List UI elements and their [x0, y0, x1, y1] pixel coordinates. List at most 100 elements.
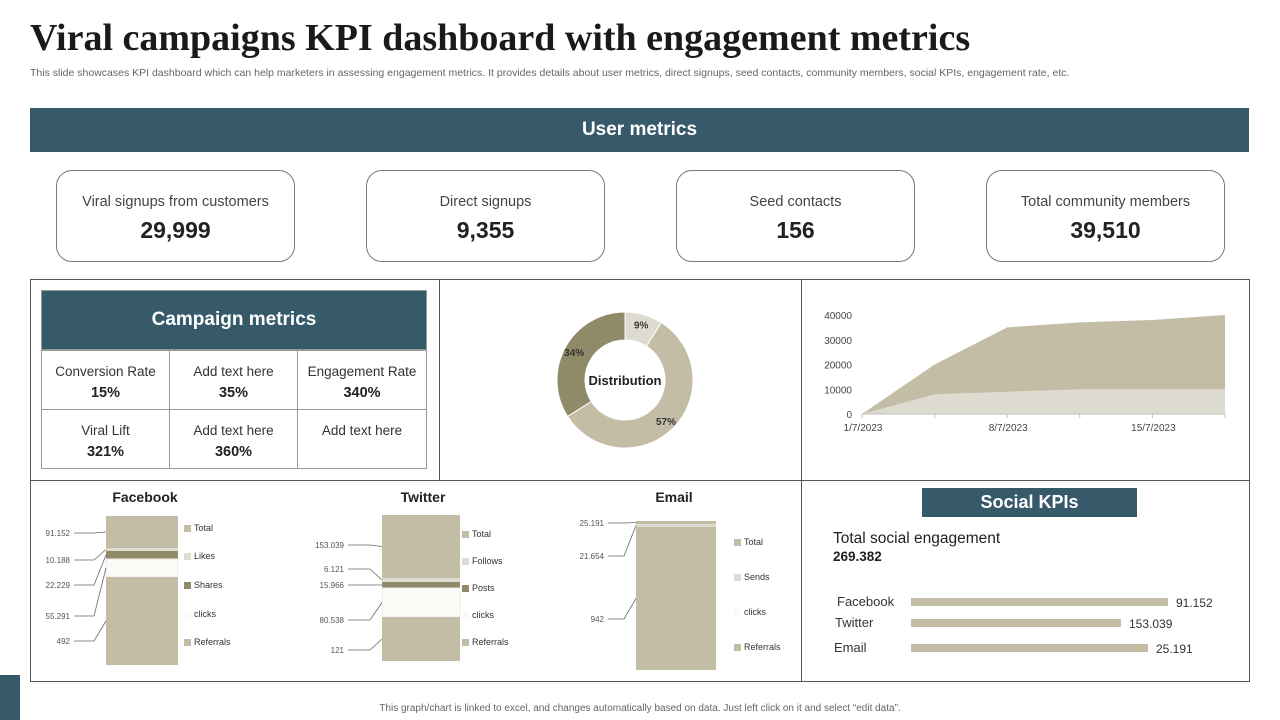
- callout-line: [74, 554, 107, 586]
- area-series-base: [862, 389, 1225, 414]
- donut-slice-label: 9%: [634, 320, 649, 331]
- metric-label: Add text here: [193, 364, 274, 379]
- legend-label: clicks: [472, 610, 494, 620]
- hbar-email: [911, 644, 1148, 652]
- donut-slice-label: 34%: [564, 348, 584, 359]
- kpi-card-viral-signups: Viral signups from customers 29,999: [56, 170, 295, 262]
- legend-label: Sends: [744, 572, 770, 582]
- legend-swatch: [734, 574, 741, 581]
- page-subtitle: This slide showcases KPI dashboard which…: [30, 67, 1070, 79]
- campaign-metric-cell: Conversion Rate 15%: [42, 351, 170, 410]
- metric-value: 35%: [218, 385, 249, 401]
- legend-swatch: [184, 611, 191, 618]
- callout-line: [74, 549, 107, 561]
- x-tick-label: 15/7/2023: [1131, 423, 1176, 434]
- distribution-donut-chart: 9% 57% 34% Distribution: [556, 311, 694, 449]
- segment-value-label: 80.538: [320, 616, 345, 625]
- legend-label: Total: [744, 537, 763, 547]
- kpi-value: 39,510: [1070, 217, 1141, 243]
- kpi-card-seed-contacts: Seed contacts 156: [676, 170, 915, 262]
- bar-segment-follows: [382, 578, 460, 582]
- bar-segment-clicks: [105, 558, 179, 578]
- bar-value-label: 25.191: [1156, 642, 1193, 656]
- page-title: Viral campaigns KPI dashboard with engag…: [30, 17, 971, 59]
- bar-segment-sends: [636, 524, 716, 527]
- kpi-label: Direct signups: [439, 194, 532, 210]
- bar-segment-referrals: [382, 617, 460, 661]
- bar-segment-referrals: [636, 527, 716, 670]
- twitter-stacked-bar-chart: Twitter 153.039 Total 6.121 Follows 15.966 Pos…: [315, 489, 509, 661]
- legend-label: Referrals: [472, 637, 509, 647]
- bar-segment-referrals: [106, 577, 178, 665]
- segment-value-label: 15.966: [320, 581, 345, 590]
- legend-label: Likes: [194, 551, 216, 561]
- donut-center-label: Distribution: [589, 373, 662, 388]
- kpi-value: 9,355: [456, 217, 515, 243]
- bar-segment-likes: [106, 548, 178, 551]
- legend-label: Posts: [472, 583, 495, 593]
- callout-line: [608, 598, 637, 620]
- kpi-value: 29,999: [140, 217, 211, 243]
- legend-swatch: [462, 612, 469, 619]
- callout-line: [348, 568, 383, 581]
- legend-label: clicks: [194, 609, 216, 619]
- bar-value-label: 153.039: [1129, 617, 1173, 631]
- segment-value-label: 10.188: [46, 556, 71, 565]
- segment-value-label: 942: [591, 615, 605, 624]
- segment-value-label: 55.291: [46, 612, 71, 621]
- bar-category-label: Twitter: [835, 615, 874, 630]
- hbar-facebook: [911, 598, 1168, 606]
- signup-area-chart: 40000 30000 20000 10000 0 1/7/2023 8/7/2023 15/…: [824, 311, 1226, 434]
- legend-swatch: [734, 539, 741, 546]
- donut-slice: [556, 311, 626, 418]
- legend-swatch: [462, 531, 469, 538]
- metric-label: Viral Lift: [81, 423, 130, 438]
- user-metrics-header: User metrics: [30, 108, 1249, 152]
- x-tick-label: 1/7/2023: [844, 423, 883, 434]
- segment-value-label: 25.191: [580, 519, 605, 528]
- donut-slice: [566, 321, 694, 449]
- hbar-twitter: [911, 619, 1121, 627]
- total-social-engagement-value: 269.382: [833, 549, 882, 564]
- metric-label: Engagement Rate: [307, 364, 417, 379]
- bar-category-label: Email: [834, 640, 867, 655]
- metric-value: 340%: [343, 385, 381, 401]
- callout-line: [348, 602, 383, 621]
- callout-line: [74, 567, 107, 617]
- bar-value-label: 91.152: [1176, 596, 1213, 610]
- chart-title: Twitter: [401, 489, 446, 505]
- callout-line: [74, 620, 107, 642]
- metric-label: Add text here: [321, 423, 403, 438]
- social-kpis-header: Social KPIs: [922, 488, 1137, 517]
- segment-value-label: 6.121: [324, 565, 345, 574]
- segment-value-label: 492: [57, 637, 71, 646]
- metric-label: Conversion Rate: [55, 364, 156, 379]
- bar-segment-total: [106, 516, 178, 548]
- legend-label: Follows: [472, 556, 503, 566]
- social-engagement-bar-chart: Facebook 91.152 Twitter 153.039 Email 25.191: [834, 594, 1213, 656]
- callout-line: [74, 531, 107, 534]
- legend-swatch: [462, 639, 469, 646]
- legend-label: Referrals: [194, 637, 231, 647]
- legend-swatch: [462, 585, 469, 592]
- segment-value-label: 22.229: [46, 581, 71, 590]
- legend-swatch: [184, 639, 191, 646]
- campaign-metric-cell: Engagement Rate 340%: [298, 351, 426, 410]
- legend-swatch: [734, 644, 741, 651]
- y-tick-label: 0: [846, 410, 852, 421]
- divider: [439, 279, 440, 480]
- legend-label: clicks: [744, 607, 766, 617]
- legend-label: Total: [472, 529, 491, 539]
- campaign-metric-cell: Add text here 360%: [170, 410, 298, 469]
- legend-swatch: [184, 553, 191, 560]
- legend-label: Referrals: [744, 642, 781, 652]
- bar-segment-total: [636, 521, 716, 524]
- legend-swatch: [184, 582, 191, 589]
- email-stacked-bar-chart: Email 25.191 Total 21.654 Sends clicks 942 Refe…: [580, 489, 781, 670]
- y-tick-label: 10000: [824, 385, 852, 396]
- total-social-engagement-label: Total social engagement: [833, 530, 1001, 547]
- legend-label: Total: [194, 523, 213, 533]
- bar-segment-total: [382, 515, 460, 578]
- metric-value: 321%: [86, 444, 125, 460]
- metric-value: 15%: [90, 385, 121, 401]
